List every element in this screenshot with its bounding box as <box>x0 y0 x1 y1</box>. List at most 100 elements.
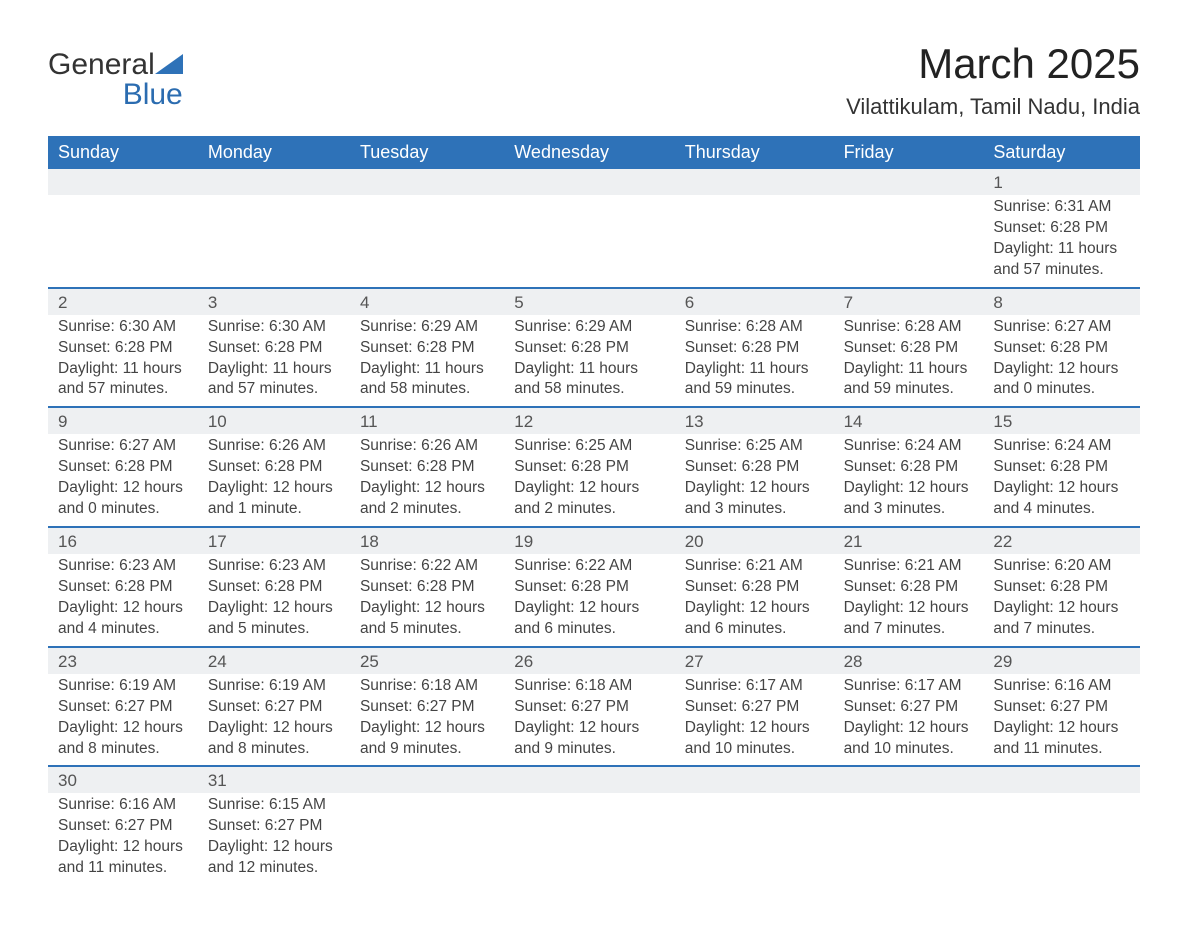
day-info-cell: Sunrise: 6:16 AMSunset: 6:27 PMDaylight:… <box>983 674 1140 767</box>
calendar-day-info-row: Sunrise: 6:19 AMSunset: 6:27 PMDaylight:… <box>48 674 1140 767</box>
sunset-text: Sunset: 6:28 PM <box>685 457 824 478</box>
sunrise-text: Sunrise: 6:28 AM <box>844 317 974 338</box>
location: Vilattikulam, Tamil Nadu, India <box>846 94 1140 120</box>
day-number-cell: 10 <box>198 407 350 434</box>
day-number-cell <box>675 766 834 793</box>
sunset-text: Sunset: 6:28 PM <box>685 338 824 359</box>
brand-logo: General Blue <box>48 48 183 110</box>
daylight-text: Daylight: 12 hours and 10 minutes. <box>844 718 974 760</box>
title-block: March 2025 Vilattikulam, Tamil Nadu, Ind… <box>846 40 1140 120</box>
sunrise-text: Sunrise: 6:22 AM <box>360 556 494 577</box>
day-info-cell: Sunrise: 6:18 AMSunset: 6:27 PMDaylight:… <box>504 674 674 767</box>
sunrise-text: Sunrise: 6:26 AM <box>208 436 340 457</box>
day-info-cell: Sunrise: 6:15 AMSunset: 6:27 PMDaylight:… <box>198 793 350 885</box>
day-number-cell: 31 <box>198 766 350 793</box>
daylight-text: Daylight: 12 hours and 2 minutes. <box>360 478 494 520</box>
day-number-cell: 15 <box>983 407 1140 434</box>
day-number-cell: 27 <box>675 647 834 674</box>
daylight-text: Daylight: 12 hours and 10 minutes. <box>685 718 824 760</box>
weekday-header: Friday <box>834 136 984 169</box>
daylight-text: Daylight: 12 hours and 0 minutes. <box>58 478 188 520</box>
sunrise-text: Sunrise: 6:30 AM <box>58 317 188 338</box>
calendar-day-number-row: 1 <box>48 169 1140 195</box>
daylight-text: Daylight: 11 hours and 59 minutes. <box>685 359 824 401</box>
sunset-text: Sunset: 6:27 PM <box>514 697 664 718</box>
day-info-cell: Sunrise: 6:23 AMSunset: 6:28 PMDaylight:… <box>198 554 350 647</box>
day-number-cell: 8 <box>983 288 1140 315</box>
calendar-day-number-row: 9101112131415 <box>48 407 1140 434</box>
sunrise-text: Sunrise: 6:31 AM <box>993 197 1130 218</box>
day-info-cell: Sunrise: 6:19 AMSunset: 6:27 PMDaylight:… <box>48 674 198 767</box>
sunset-text: Sunset: 6:28 PM <box>844 457 974 478</box>
day-number-cell: 14 <box>834 407 984 434</box>
calendar-day-info-row: Sunrise: 6:31 AMSunset: 6:28 PMDaylight:… <box>48 195 1140 288</box>
sunrise-text: Sunrise: 6:25 AM <box>514 436 664 457</box>
daylight-text: Daylight: 12 hours and 9 minutes. <box>514 718 664 760</box>
daylight-text: Daylight: 12 hours and 11 minutes. <box>58 837 188 879</box>
day-number-cell <box>834 169 984 195</box>
daylight-text: Daylight: 12 hours and 9 minutes. <box>360 718 494 760</box>
sunset-text: Sunset: 6:28 PM <box>844 577 974 598</box>
daylight-text: Daylight: 11 hours and 58 minutes. <box>514 359 664 401</box>
sunset-text: Sunset: 6:28 PM <box>514 338 664 359</box>
day-info-cell: Sunrise: 6:29 AMSunset: 6:28 PMDaylight:… <box>350 315 504 408</box>
day-info-cell: Sunrise: 6:22 AMSunset: 6:28 PMDaylight:… <box>504 554 674 647</box>
sunrise-text: Sunrise: 6:21 AM <box>844 556 974 577</box>
sunrise-text: Sunrise: 6:15 AM <box>208 795 340 816</box>
sunrise-text: Sunrise: 6:30 AM <box>208 317 340 338</box>
daylight-text: Daylight: 12 hours and 3 minutes. <box>844 478 974 520</box>
day-info-cell <box>504 793 674 885</box>
day-info-cell: Sunrise: 6:27 AMSunset: 6:28 PMDaylight:… <box>983 315 1140 408</box>
day-number-cell: 30 <box>48 766 198 793</box>
day-info-cell: Sunrise: 6:28 AMSunset: 6:28 PMDaylight:… <box>675 315 834 408</box>
day-info-cell: Sunrise: 6:21 AMSunset: 6:28 PMDaylight:… <box>675 554 834 647</box>
day-number-cell: 13 <box>675 407 834 434</box>
sunset-text: Sunset: 6:28 PM <box>993 577 1130 598</box>
sunrise-text: Sunrise: 6:23 AM <box>58 556 188 577</box>
day-number-cell: 25 <box>350 647 504 674</box>
daylight-text: Daylight: 12 hours and 6 minutes. <box>514 598 664 640</box>
day-number-cell <box>834 766 984 793</box>
day-info-cell: Sunrise: 6:27 AMSunset: 6:28 PMDaylight:… <box>48 434 198 527</box>
daylight-text: Daylight: 12 hours and 8 minutes. <box>58 718 188 760</box>
sunset-text: Sunset: 6:27 PM <box>685 697 824 718</box>
weekday-header: Monday <box>198 136 350 169</box>
day-number-cell: 22 <box>983 527 1140 554</box>
calendar-table: Sunday Monday Tuesday Wednesday Thursday… <box>48 136 1140 885</box>
sunset-text: Sunset: 6:27 PM <box>993 697 1130 718</box>
daylight-text: Daylight: 12 hours and 12 minutes. <box>208 837 340 879</box>
weekday-header: Saturday <box>983 136 1140 169</box>
daylight-text: Daylight: 12 hours and 1 minute. <box>208 478 340 520</box>
daylight-text: Daylight: 11 hours and 57 minutes. <box>58 359 188 401</box>
day-number-cell <box>48 169 198 195</box>
day-info-cell <box>504 195 674 288</box>
calendar-day-info-row: Sunrise: 6:16 AMSunset: 6:27 PMDaylight:… <box>48 793 1140 885</box>
day-number-cell: 23 <box>48 647 198 674</box>
day-info-cell <box>198 195 350 288</box>
day-number-cell: 7 <box>834 288 984 315</box>
daylight-text: Daylight: 11 hours and 59 minutes. <box>844 359 974 401</box>
day-number-cell <box>198 169 350 195</box>
day-info-cell: Sunrise: 6:19 AMSunset: 6:27 PMDaylight:… <box>198 674 350 767</box>
day-info-cell <box>834 793 984 885</box>
day-info-cell: Sunrise: 6:17 AMSunset: 6:27 PMDaylight:… <box>834 674 984 767</box>
daylight-text: Daylight: 12 hours and 2 minutes. <box>514 478 664 520</box>
daylight-text: Daylight: 12 hours and 6 minutes. <box>685 598 824 640</box>
day-info-cell: Sunrise: 6:29 AMSunset: 6:28 PMDaylight:… <box>504 315 674 408</box>
sunset-text: Sunset: 6:27 PM <box>844 697 974 718</box>
day-number-cell <box>350 766 504 793</box>
sunset-text: Sunset: 6:28 PM <box>208 338 340 359</box>
day-info-cell: Sunrise: 6:20 AMSunset: 6:28 PMDaylight:… <box>983 554 1140 647</box>
day-info-cell: Sunrise: 6:26 AMSunset: 6:28 PMDaylight:… <box>350 434 504 527</box>
sunset-text: Sunset: 6:27 PM <box>208 697 340 718</box>
weekday-header-row: Sunday Monday Tuesday Wednesday Thursday… <box>48 136 1140 169</box>
brand-name: General Blue <box>48 48 183 110</box>
day-number-cell: 1 <box>983 169 1140 195</box>
day-number-cell: 3 <box>198 288 350 315</box>
daylight-text: Daylight: 11 hours and 58 minutes. <box>360 359 494 401</box>
day-number-cell: 2 <box>48 288 198 315</box>
day-number-cell <box>504 169 674 195</box>
sunrise-text: Sunrise: 6:16 AM <box>58 795 188 816</box>
day-info-cell <box>834 195 984 288</box>
day-info-cell: Sunrise: 6:30 AMSunset: 6:28 PMDaylight:… <box>198 315 350 408</box>
